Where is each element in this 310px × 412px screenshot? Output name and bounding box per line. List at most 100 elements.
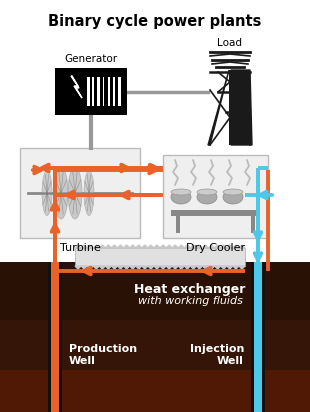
Text: Heat exchanger: Heat exchanger xyxy=(134,283,246,296)
Bar xyxy=(171,210,260,216)
Polygon shape xyxy=(117,245,124,248)
Polygon shape xyxy=(93,245,99,248)
Polygon shape xyxy=(239,266,245,269)
Ellipse shape xyxy=(42,171,52,215)
Text: Production
Well: Production Well xyxy=(69,344,137,366)
Polygon shape xyxy=(75,245,81,248)
Polygon shape xyxy=(184,266,190,269)
Bar xyxy=(254,262,262,412)
Bar xyxy=(113,77,114,106)
Polygon shape xyxy=(190,245,197,248)
Polygon shape xyxy=(136,245,142,248)
Polygon shape xyxy=(124,266,130,269)
Polygon shape xyxy=(172,266,178,269)
Bar xyxy=(163,155,268,238)
Polygon shape xyxy=(160,266,166,269)
Polygon shape xyxy=(71,76,82,98)
Polygon shape xyxy=(202,245,209,248)
Text: Dry Cooler: Dry Cooler xyxy=(186,243,245,253)
Bar xyxy=(92,77,94,106)
Bar xyxy=(48,262,62,412)
Polygon shape xyxy=(197,245,202,248)
Polygon shape xyxy=(209,266,215,269)
Polygon shape xyxy=(99,266,105,269)
Bar xyxy=(108,77,110,106)
Polygon shape xyxy=(93,266,99,269)
Polygon shape xyxy=(209,245,215,248)
Bar xyxy=(87,77,90,106)
Ellipse shape xyxy=(171,189,191,195)
Text: Binary cycle power plants: Binary cycle power plants xyxy=(48,14,262,29)
Text: Load: Load xyxy=(218,38,242,48)
Polygon shape xyxy=(99,245,105,248)
Polygon shape xyxy=(105,245,111,248)
Polygon shape xyxy=(142,245,148,248)
Bar xyxy=(228,70,232,145)
Polygon shape xyxy=(130,245,136,248)
Polygon shape xyxy=(136,266,142,269)
Polygon shape xyxy=(166,245,172,248)
Bar xyxy=(103,77,104,106)
Ellipse shape xyxy=(223,189,243,195)
Polygon shape xyxy=(117,266,124,269)
Polygon shape xyxy=(75,266,81,269)
Polygon shape xyxy=(221,266,227,269)
Bar xyxy=(251,262,265,412)
Polygon shape xyxy=(231,70,252,145)
Polygon shape xyxy=(227,245,233,248)
Ellipse shape xyxy=(84,171,94,215)
Ellipse shape xyxy=(54,167,68,219)
Polygon shape xyxy=(160,245,166,248)
Bar xyxy=(0,262,310,412)
Polygon shape xyxy=(178,266,184,269)
Polygon shape xyxy=(87,245,93,248)
Bar xyxy=(118,77,121,106)
Bar xyxy=(0,320,310,370)
Ellipse shape xyxy=(197,189,217,195)
Text: with working fluids: with working fluids xyxy=(138,296,242,306)
Polygon shape xyxy=(190,266,197,269)
Polygon shape xyxy=(87,266,93,269)
Ellipse shape xyxy=(197,190,217,204)
Bar xyxy=(20,148,140,238)
Polygon shape xyxy=(215,266,221,269)
Text: Turbine: Turbine xyxy=(60,243,100,253)
Bar xyxy=(55,68,127,115)
Polygon shape xyxy=(111,266,117,269)
Polygon shape xyxy=(81,245,87,248)
Bar xyxy=(51,262,59,412)
Polygon shape xyxy=(105,266,111,269)
Text: Injection
Well: Injection Well xyxy=(190,344,244,366)
Polygon shape xyxy=(154,245,160,248)
Polygon shape xyxy=(184,245,190,248)
Polygon shape xyxy=(233,245,239,248)
Polygon shape xyxy=(130,266,136,269)
Polygon shape xyxy=(142,266,148,269)
Polygon shape xyxy=(148,266,154,269)
Polygon shape xyxy=(202,266,209,269)
Bar xyxy=(97,77,100,106)
Polygon shape xyxy=(178,245,184,248)
Polygon shape xyxy=(81,266,87,269)
Ellipse shape xyxy=(68,167,82,219)
Polygon shape xyxy=(148,245,154,248)
Polygon shape xyxy=(221,245,227,248)
Polygon shape xyxy=(124,245,130,248)
Bar xyxy=(0,370,310,412)
Ellipse shape xyxy=(171,190,191,204)
Polygon shape xyxy=(111,245,117,248)
Polygon shape xyxy=(239,245,245,248)
Polygon shape xyxy=(233,266,239,269)
Ellipse shape xyxy=(223,190,243,204)
Bar xyxy=(251,213,255,233)
Polygon shape xyxy=(197,266,202,269)
Polygon shape xyxy=(166,266,172,269)
Bar xyxy=(176,213,180,233)
Polygon shape xyxy=(208,70,229,145)
Text: Generator: Generator xyxy=(64,54,117,64)
Polygon shape xyxy=(154,266,160,269)
Bar xyxy=(0,0,310,262)
Bar xyxy=(75,248,245,266)
Polygon shape xyxy=(227,266,233,269)
Polygon shape xyxy=(215,245,221,248)
